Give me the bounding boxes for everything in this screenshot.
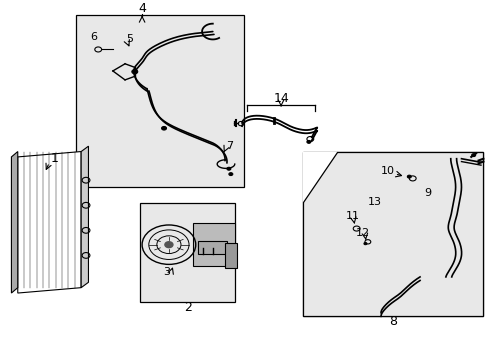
Text: 10: 10 [380,166,393,176]
Polygon shape [81,146,88,288]
Text: 5: 5 [126,34,133,44]
Circle shape [306,140,310,143]
Bar [76,15,244,187]
Circle shape [407,175,410,178]
Text: 11: 11 [345,211,359,221]
Text: 9: 9 [423,188,430,198]
Bar [193,223,234,266]
Text: 12: 12 [355,228,369,238]
Polygon shape [11,152,18,293]
Circle shape [228,173,232,176]
Text: 14: 14 [273,93,288,105]
Text: 7: 7 [226,141,233,151]
Text: 3: 3 [163,266,170,276]
Circle shape [161,126,166,130]
Bar [198,241,227,254]
Circle shape [471,154,475,157]
Text: 13: 13 [367,197,382,207]
Bar [224,243,237,268]
Text: 2: 2 [184,301,192,314]
Circle shape [132,69,138,74]
Bar [303,152,483,316]
Circle shape [363,243,366,245]
Circle shape [164,242,173,248]
Bar [140,203,234,302]
Polygon shape [18,152,81,293]
Text: 6: 6 [90,32,97,42]
Text: 4: 4 [138,3,146,15]
Text: 8: 8 [388,315,396,328]
Polygon shape [303,152,483,316]
Text: 1: 1 [50,152,58,165]
Circle shape [226,167,230,170]
Bar [303,152,336,202]
